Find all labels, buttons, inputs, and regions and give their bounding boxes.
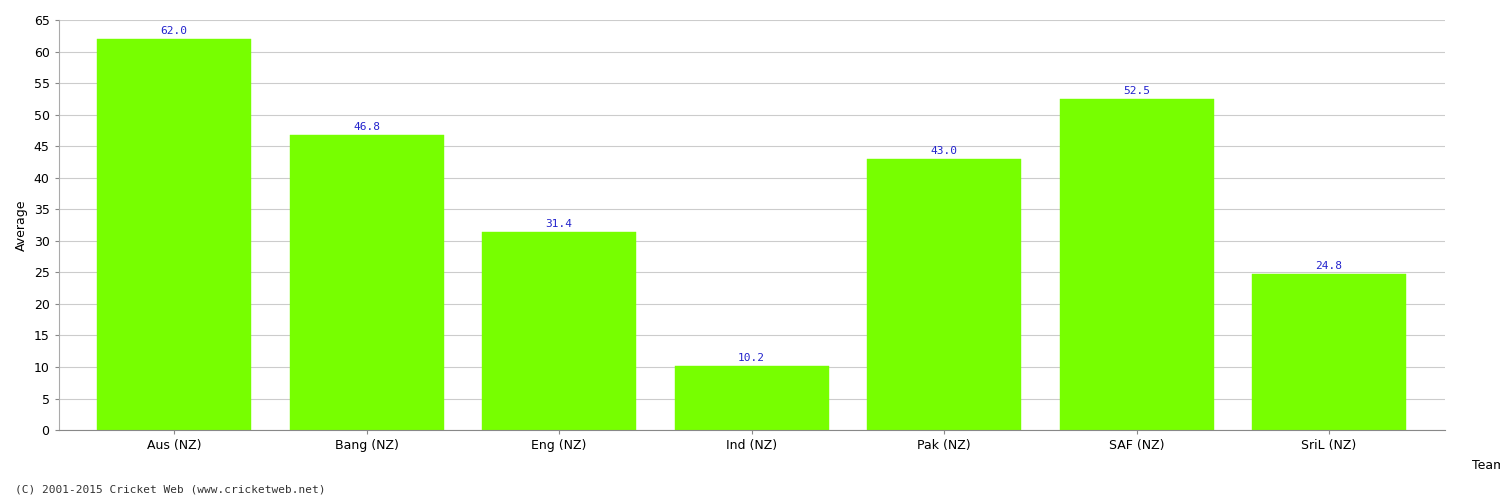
Bar (1059, 99, 1214, 430)
Bar (98, 39, 250, 430)
Bar (867, 159, 1022, 430)
Bar (1252, 274, 1406, 430)
Bar (675, 366, 828, 430)
Text: (C) 2001-2015 Cricket Web (www.cricketweb.net): (C) 2001-2015 Cricket Web (www.cricketwe… (15, 485, 326, 495)
Text: 62.0: 62.0 (160, 26, 188, 36)
Bar (482, 232, 636, 430)
Bar (290, 135, 444, 430)
Y-axis label: Average: Average (15, 200, 28, 251)
Text: 31.4: 31.4 (546, 220, 573, 230)
Text: 10.2: 10.2 (738, 353, 765, 363)
Text: 24.8: 24.8 (1316, 261, 1342, 271)
Text: 52.5: 52.5 (1124, 86, 1150, 97)
Text: 46.8: 46.8 (352, 122, 380, 132)
X-axis label: Team: Team (1473, 459, 1500, 472)
Text: 43.0: 43.0 (930, 146, 957, 156)
